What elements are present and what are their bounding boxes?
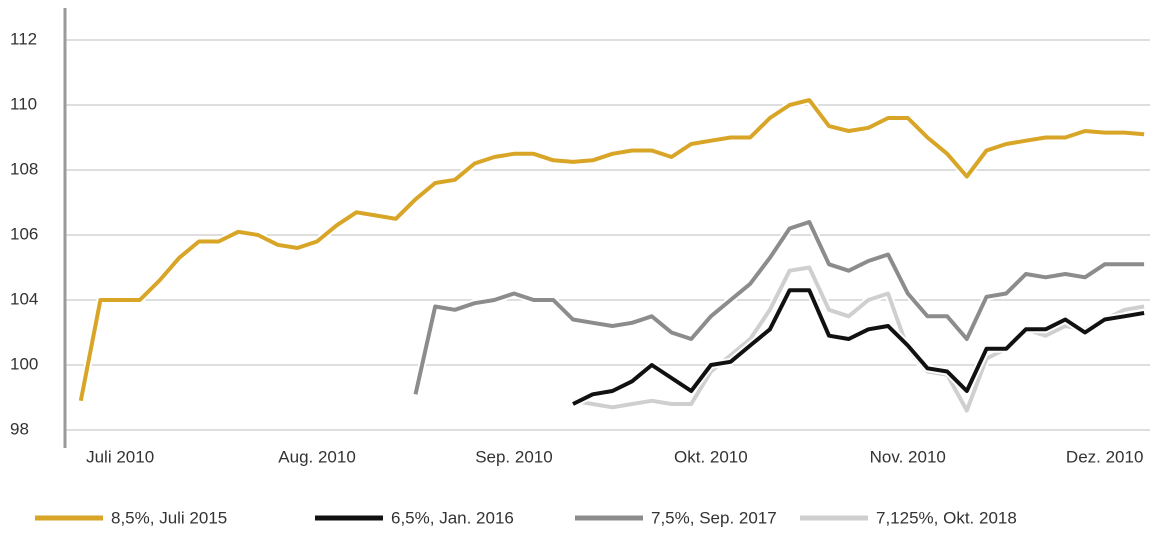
y-tick-label: 100	[10, 354, 38, 373]
x-tick-label: Okt. 2010	[674, 447, 748, 466]
series-line	[572, 265, 1145, 413]
x-tick-label: Dez. 2010	[1066, 447, 1144, 466]
line-halo	[572, 263, 1145, 415]
y-tick-label: 108	[10, 159, 38, 178]
y-tick-label: 110	[10, 94, 37, 113]
x-tick-label: Juli 2010	[86, 447, 154, 466]
y-tick-label: 106	[10, 224, 38, 243]
y-tick-label: 112	[10, 29, 37, 48]
series-line	[572, 288, 1145, 406]
x-tick-label: Aug. 2010	[278, 447, 356, 466]
x-tick-label: Nov. 2010	[870, 447, 946, 466]
y-tick-label: 98	[10, 419, 29, 438]
series-line	[78, 98, 1145, 402]
legend-label: 7,5%, Sep. 2017	[651, 508, 777, 527]
x-tick-label: Sep. 2010	[475, 447, 553, 466]
y-tick-label: 104	[10, 289, 38, 308]
legend-label: 8,5%, Juli 2015	[111, 508, 227, 527]
legend-label: 6,5%, Jan. 2016	[391, 508, 514, 527]
legend-label: 7,125%, Okt. 2018	[876, 508, 1017, 527]
series-line	[413, 220, 1145, 395]
